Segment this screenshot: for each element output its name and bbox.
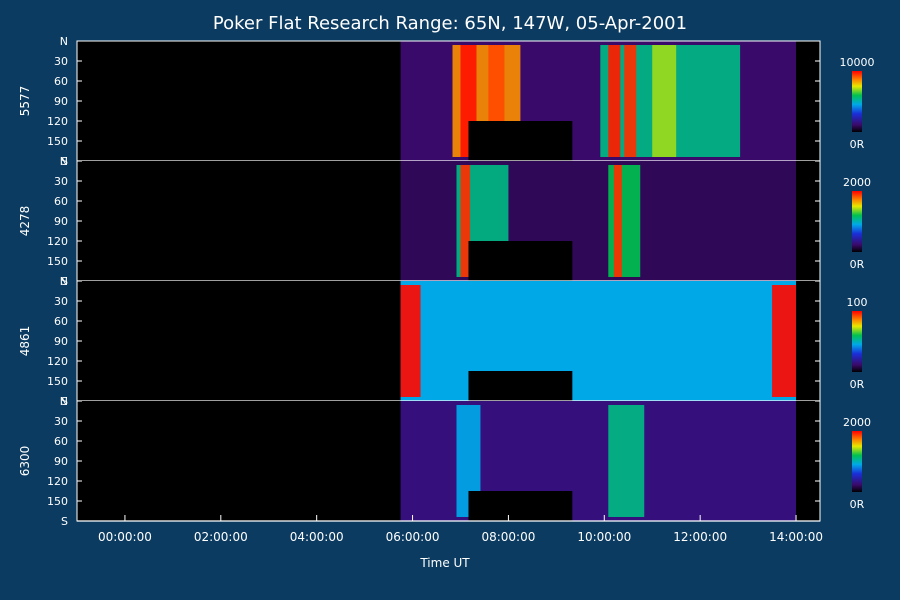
- emission-feature: [608, 405, 645, 517]
- colorbar: [852, 311, 862, 372]
- colorbar: [852, 191, 862, 252]
- panel-6300: N 30 60 90 120 150 S 6300 2000 0R: [18, 395, 871, 528]
- y-tick-label: N: [60, 395, 68, 408]
- colorbar-min-label: 0R: [850, 138, 865, 151]
- x-tick-label: 14:00:00: [769, 530, 823, 544]
- emission-feature: [624, 45, 637, 157]
- emission-feature: [456, 405, 481, 517]
- y-tick-label: S: [61, 515, 68, 528]
- y-tick-label: N: [60, 35, 68, 48]
- y-tick-label: 120: [47, 475, 68, 488]
- y-tick-label: N: [60, 275, 68, 288]
- y-tick-label: 30: [54, 295, 68, 308]
- x-tick-label: 04:00:00: [290, 530, 344, 544]
- x-tick-label: 10:00:00: [577, 530, 631, 544]
- colorbar-max-label: 10000: [840, 56, 875, 69]
- y-tick-label: S: [61, 275, 68, 288]
- y-tick-label: 150: [47, 375, 68, 388]
- y-tick-label: 150: [47, 495, 68, 508]
- chart-title: Poker Flat Research Range: 65N, 147W, 05…: [213, 13, 687, 34]
- colorbar-max-label: 2000: [843, 176, 871, 189]
- colorbar: [852, 431, 862, 492]
- y-tick-label: N: [60, 155, 68, 168]
- masked-region: [468, 491, 573, 521]
- x-tick-label: 02:00:00: [194, 530, 248, 544]
- y-tick-label: 60: [54, 75, 68, 88]
- y-tick-label: 120: [47, 115, 68, 128]
- panel-4861: N 30 60 90 120 150 S 4861 100 0R: [18, 275, 868, 408]
- emission-feature: [772, 285, 797, 397]
- y-tick-label: S: [61, 155, 68, 168]
- y-tick-label: 60: [54, 315, 68, 328]
- plot-frame: [76, 40, 821, 522]
- y-tick-label: 90: [54, 95, 68, 108]
- panel-ylabel: 4861: [18, 326, 32, 357]
- emission-feature: [613, 165, 622, 277]
- masked-region: [468, 121, 573, 161]
- y-tick-label: 120: [47, 355, 68, 368]
- y-tick-label: 30: [54, 415, 68, 428]
- panel-4278: N 30 60 90 120 150 S 4278 2000 0R: [18, 155, 871, 288]
- colorbar-min-label: 0R: [850, 378, 865, 391]
- colorbar-min-label: 0R: [850, 498, 865, 511]
- y-tick-label: 90: [54, 335, 68, 348]
- y-tick-label: S: [61, 395, 68, 408]
- emission-feature: [608, 45, 621, 157]
- y-tick-label: 90: [54, 215, 68, 228]
- y-tick-label: 150: [47, 135, 68, 148]
- x-axis-label: Time UT: [419, 556, 470, 570]
- panel-5577: N 30 60 90 120 150 S 5577 10000 0R: [18, 35, 875, 168]
- panels-group: N 30 60 90 120 150 S 5577 10000 0R N 30 60 90 120 150 S 4…: [18, 35, 875, 528]
- x-tick-label: 08:00:00: [481, 530, 535, 544]
- colorbar-max-label: 100: [847, 296, 868, 309]
- emission-feature: [400, 285, 421, 397]
- emission-background: [400, 281, 797, 401]
- x-tick-label: 00:00:00: [98, 530, 152, 544]
- y-tick-label: 150: [47, 255, 68, 268]
- y-tick-label: 90: [54, 455, 68, 468]
- panel-ylabel: 5577: [18, 86, 32, 117]
- y-tick-label: 30: [54, 55, 68, 68]
- y-tick-label: 120: [47, 235, 68, 248]
- masked-region: [468, 241, 573, 281]
- emission-feature: [460, 165, 471, 277]
- y-tick-label: 60: [54, 435, 68, 448]
- panel-ylabel: 6300: [18, 446, 32, 477]
- masked-region: [468, 371, 573, 401]
- y-tick-label: 30: [54, 175, 68, 188]
- x-tick-label: 06:00:00: [386, 530, 440, 544]
- panel-ylabel: 4278: [18, 206, 32, 237]
- colorbar-max-label: 2000: [843, 416, 871, 429]
- colorbar-min-label: 0R: [850, 258, 865, 271]
- x-axis: 00:00:00 02:00:00 04:00:00 06:00:00 08:00:00…: [98, 515, 823, 544]
- emission-feature: [652, 45, 677, 157]
- y-tick-label: 60: [54, 195, 68, 208]
- emission-feature: [608, 165, 641, 277]
- colorbar: [852, 71, 862, 132]
- x-tick-label: 12:00:00: [673, 530, 727, 544]
